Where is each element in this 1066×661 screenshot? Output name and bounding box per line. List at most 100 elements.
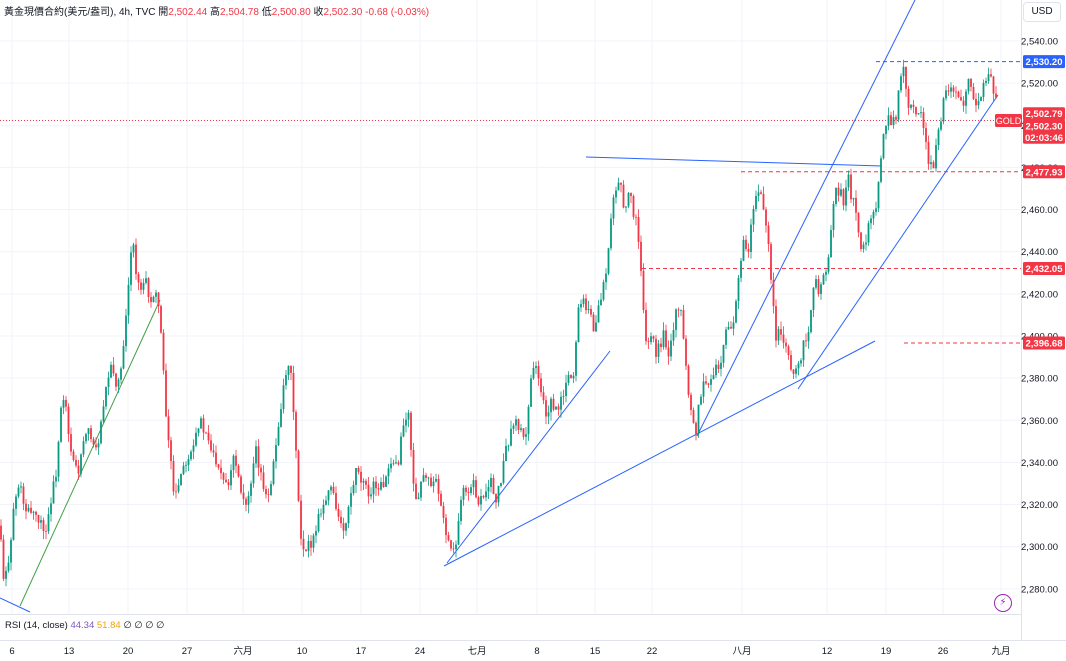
candle-body <box>567 375 570 383</box>
candle-body <box>382 482 385 487</box>
candle-body <box>682 310 685 339</box>
candle-body <box>535 366 537 368</box>
y-tick-label: 2,380.00 <box>1021 374 1058 385</box>
candle-body <box>40 520 42 523</box>
candle-body <box>912 104 915 107</box>
candle-body <box>25 503 27 512</box>
candle-body <box>32 511 35 513</box>
candle-body <box>322 504 325 514</box>
candle-body <box>627 192 630 207</box>
candle-body <box>97 443 100 448</box>
trendline <box>19 299 161 607</box>
candle-body <box>237 465 240 477</box>
candle-body <box>702 381 705 397</box>
candle-body <box>975 99 977 106</box>
candle-body <box>475 480 477 498</box>
candle-body <box>455 544 457 550</box>
candle-body <box>650 336 652 343</box>
candle-body <box>640 241 642 271</box>
candle-body <box>705 381 707 384</box>
candle-body <box>625 206 627 208</box>
candle-body <box>167 416 170 441</box>
candle-body <box>655 338 657 357</box>
candle-body <box>80 454 82 474</box>
candle-body <box>207 432 210 441</box>
candle-body <box>852 197 855 200</box>
grid <box>0 0 1021 614</box>
candle-body <box>117 379 120 387</box>
candle-body <box>290 365 292 373</box>
candle-body <box>865 242 867 245</box>
candle-body <box>847 174 850 188</box>
candle-body <box>835 187 837 204</box>
candle-body <box>467 491 470 493</box>
candle-body <box>95 444 97 448</box>
low-label: 低 <box>261 7 272 18</box>
candle-body <box>312 535 315 548</box>
x-tick-label: 八月 <box>732 646 751 657</box>
x-tick-label: 12 <box>822 646 833 657</box>
chart-header: 黃金現價合約(美元/盎司), 4h, TVC 開2,502.44 高2,504.… <box>4 3 429 18</box>
candle-body <box>530 378 532 407</box>
candle-body <box>20 486 22 488</box>
x-tick-label: 七月 <box>467 646 486 657</box>
candle-body <box>112 364 115 374</box>
candle-body <box>275 445 277 462</box>
y-tick-label: 2,440.00 <box>1021 247 1058 258</box>
candle-body <box>120 368 122 380</box>
candle-body <box>965 91 967 106</box>
candle-body <box>172 461 175 492</box>
candle-body <box>525 434 527 437</box>
candle-body <box>517 419 520 430</box>
candle-body <box>187 459 190 465</box>
candle-body <box>270 484 272 495</box>
candle-body <box>547 412 550 417</box>
rsi-legend[interactable]: RSI (14, close) 44.34 51.84 ∅ ∅ ∅ ∅ <box>5 620 164 631</box>
candle-body <box>447 535 450 541</box>
lightning-icon[interactable]: ⚡ <box>994 594 1012 612</box>
candle-body <box>300 500 302 539</box>
candle-body <box>245 498 247 505</box>
candle-body <box>930 162 932 165</box>
candle-body <box>937 129 940 146</box>
candle-body <box>195 432 197 446</box>
open-label: 開 <box>158 7 169 18</box>
candle-body <box>392 463 395 465</box>
candle-body <box>855 197 857 213</box>
candle-body <box>327 490 330 501</box>
candle-body <box>730 326 732 329</box>
candle-body <box>335 493 337 509</box>
x-tick-label: 13 <box>64 646 75 657</box>
candle-body <box>890 115 892 125</box>
candle-body <box>810 310 812 333</box>
price-label-box <box>1023 119 1065 133</box>
candle-body <box>227 482 230 486</box>
candle-body <box>495 494 497 503</box>
price-label-text: 2,396.68 <box>1026 338 1063 349</box>
candle-body <box>262 472 265 489</box>
currency-button[interactable]: USD <box>1023 2 1061 22</box>
candle-body <box>727 326 730 330</box>
candle-body <box>542 392 545 401</box>
candle-body <box>362 480 365 483</box>
candle-body <box>255 446 257 464</box>
candle-body <box>257 446 260 468</box>
candle-body <box>295 412 297 451</box>
candle-body <box>645 309 647 342</box>
time-axis: 6 13 20 27 六月 10 17 24 七月 8 15 22 八月 12 19 26 九月 <box>9 645 1010 657</box>
candles <box>0 59 997 587</box>
candle-body <box>282 385 285 410</box>
trendline <box>797 94 999 390</box>
candle-body <box>817 279 820 294</box>
candle-body <box>462 487 465 500</box>
candle-body <box>145 278 147 283</box>
candle-body <box>532 367 535 379</box>
candle-body <box>365 480 367 485</box>
candle-body <box>372 481 375 495</box>
candle-body <box>687 365 690 395</box>
candle-body <box>240 476 242 493</box>
candle-body <box>330 486 332 491</box>
candle-body <box>197 428 200 433</box>
candle-body <box>635 216 637 218</box>
